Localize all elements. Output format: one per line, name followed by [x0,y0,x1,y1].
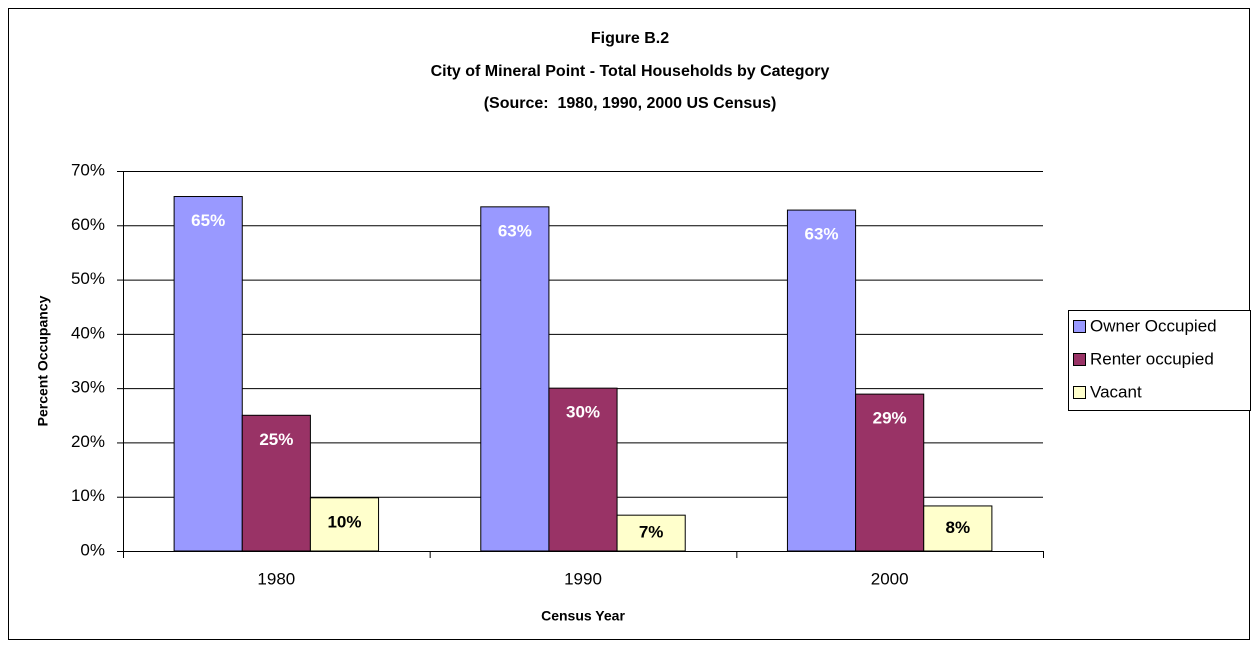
bar [855,393,925,552]
x-tick-label: 1980 [257,569,295,588]
data-label: 63% [805,225,839,244]
data-label: 10% [327,512,361,531]
bar [786,209,857,552]
legend-swatch [1073,320,1086,333]
y-tick-label: 0% [80,540,105,559]
bar [309,497,380,552]
x-axis-label: Census Year [541,608,625,624]
x-tick-label: 1990 [564,569,602,588]
bar [923,505,993,552]
data-label: 29% [873,409,907,428]
legend-label: Vacant [1090,382,1142,401]
data-label: 30% [566,403,600,422]
y-tick-label: 50% [71,269,105,288]
chart-title: Figure B.2 [591,30,669,47]
legend-swatch [1073,386,1086,399]
data-label: 8% [946,518,971,537]
bar [616,514,686,552]
legend-swatch [1073,353,1086,366]
bar [480,206,550,552]
data-label: 65% [191,211,225,230]
bar [548,387,618,552]
data-label: 25% [259,430,293,449]
y-tick-label: 70% [71,160,105,179]
chart-source: (Source: 1980, 1990, 2000 US Census) [484,95,777,112]
bar [241,414,311,552]
chart-subtitle: City of Mineral Point - Total Households… [431,63,830,80]
y-tick-label: 30% [71,378,105,397]
y-tick-label: 10% [71,486,105,505]
data-label: 7% [639,523,664,542]
y-tick-label: 40% [71,323,105,342]
legend-box [1068,310,1251,411]
legend-label: Renter occupied [1090,349,1214,368]
y-tick-label: 20% [71,432,105,451]
data-label: 63% [498,221,532,240]
y-tick-label: 60% [71,215,105,234]
y-axis-label: Percent Occupancy [35,295,51,426]
bar [173,196,243,552]
x-tick-label: 2000 [871,569,909,588]
legend-label: Owner Occupied [1090,316,1217,335]
